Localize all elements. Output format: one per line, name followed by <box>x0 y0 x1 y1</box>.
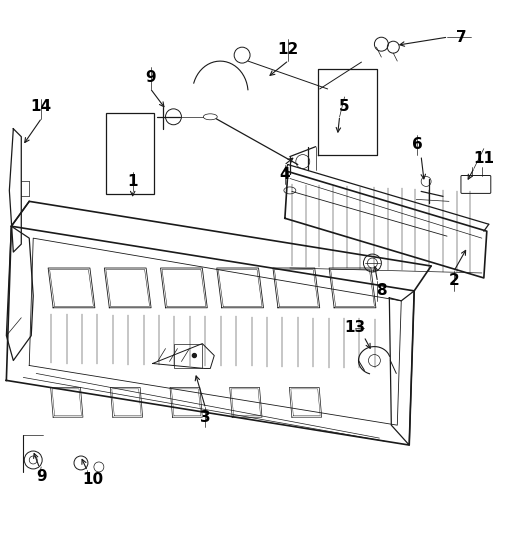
Circle shape <box>193 354 196 358</box>
Text: 4: 4 <box>280 167 290 182</box>
Text: 11: 11 <box>473 151 494 166</box>
Text: 12: 12 <box>277 42 298 57</box>
Text: 2: 2 <box>449 273 459 288</box>
Text: 10: 10 <box>83 472 104 487</box>
Text: 13: 13 <box>344 320 365 335</box>
Text: 9: 9 <box>145 70 156 85</box>
Text: 9: 9 <box>36 470 46 485</box>
Text: 3: 3 <box>200 410 210 425</box>
Bar <box>106 113 154 195</box>
Bar <box>175 344 203 368</box>
Text: 6: 6 <box>412 137 422 152</box>
Text: 7: 7 <box>456 29 466 44</box>
Text: 8: 8 <box>376 284 387 299</box>
Text: 1: 1 <box>127 174 138 189</box>
Text: 14: 14 <box>31 99 52 114</box>
Text: 5: 5 <box>339 99 350 114</box>
